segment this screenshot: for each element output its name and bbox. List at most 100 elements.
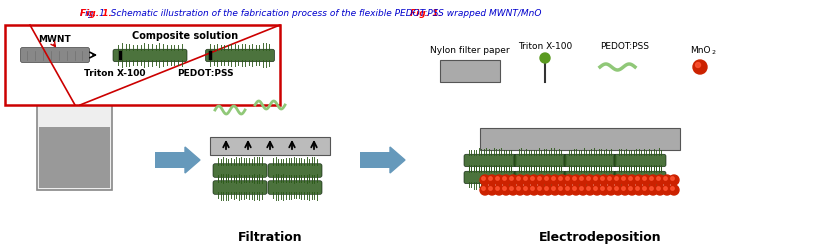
Circle shape bbox=[695, 63, 699, 68]
Circle shape bbox=[509, 177, 513, 180]
FancyBboxPatch shape bbox=[360, 152, 390, 168]
Circle shape bbox=[493, 175, 504, 185]
Circle shape bbox=[663, 177, 667, 180]
Circle shape bbox=[551, 187, 554, 190]
Circle shape bbox=[482, 187, 485, 190]
Circle shape bbox=[572, 177, 576, 180]
Circle shape bbox=[633, 175, 643, 185]
Text: Electrodeposition: Electrodeposition bbox=[538, 230, 660, 243]
Circle shape bbox=[550, 175, 559, 185]
Circle shape bbox=[663, 187, 667, 190]
Circle shape bbox=[508, 185, 518, 195]
Circle shape bbox=[495, 187, 499, 190]
Text: MWNT: MWNT bbox=[38, 35, 71, 44]
Circle shape bbox=[514, 185, 524, 195]
Text: PEDOT:PSS: PEDOT:PSS bbox=[600, 42, 649, 51]
Circle shape bbox=[516, 187, 519, 190]
Circle shape bbox=[593, 177, 596, 180]
FancyBboxPatch shape bbox=[155, 152, 185, 168]
Circle shape bbox=[536, 185, 545, 195]
Circle shape bbox=[605, 175, 615, 185]
Circle shape bbox=[628, 187, 631, 190]
Circle shape bbox=[627, 175, 636, 185]
Text: Fig. 1.: Fig. 1. bbox=[80, 9, 115, 18]
Circle shape bbox=[544, 187, 548, 190]
Circle shape bbox=[614, 177, 618, 180]
Circle shape bbox=[619, 175, 629, 185]
Circle shape bbox=[528, 185, 538, 195]
Circle shape bbox=[540, 54, 550, 64]
Circle shape bbox=[640, 175, 650, 185]
Circle shape bbox=[536, 175, 545, 185]
Circle shape bbox=[656, 187, 659, 190]
Circle shape bbox=[482, 177, 485, 180]
Circle shape bbox=[537, 177, 541, 180]
Circle shape bbox=[558, 177, 562, 180]
Circle shape bbox=[670, 187, 673, 190]
Circle shape bbox=[661, 175, 672, 185]
Text: Nylon filter paper: Nylon filter paper bbox=[430, 46, 509, 55]
Circle shape bbox=[633, 185, 643, 195]
Circle shape bbox=[558, 187, 562, 190]
FancyBboxPatch shape bbox=[206, 50, 274, 62]
FancyBboxPatch shape bbox=[213, 181, 267, 194]
Circle shape bbox=[537, 187, 541, 190]
Circle shape bbox=[509, 187, 513, 190]
Polygon shape bbox=[390, 148, 405, 173]
Circle shape bbox=[508, 175, 518, 185]
FancyBboxPatch shape bbox=[514, 155, 565, 167]
Circle shape bbox=[556, 175, 566, 185]
Circle shape bbox=[579, 177, 582, 180]
Circle shape bbox=[551, 177, 554, 180]
Circle shape bbox=[654, 175, 664, 185]
Circle shape bbox=[584, 175, 595, 185]
Circle shape bbox=[570, 175, 581, 185]
Circle shape bbox=[591, 185, 601, 195]
Circle shape bbox=[563, 185, 573, 195]
FancyBboxPatch shape bbox=[210, 138, 329, 156]
FancyBboxPatch shape bbox=[34, 91, 115, 99]
Polygon shape bbox=[185, 148, 200, 173]
FancyBboxPatch shape bbox=[268, 164, 322, 177]
Circle shape bbox=[550, 185, 559, 195]
Circle shape bbox=[523, 177, 527, 180]
Circle shape bbox=[542, 185, 552, 195]
FancyBboxPatch shape bbox=[213, 164, 267, 177]
FancyBboxPatch shape bbox=[268, 181, 322, 194]
Circle shape bbox=[502, 177, 505, 180]
Circle shape bbox=[495, 177, 499, 180]
FancyBboxPatch shape bbox=[464, 172, 515, 184]
Circle shape bbox=[661, 185, 672, 195]
Circle shape bbox=[614, 187, 618, 190]
Circle shape bbox=[523, 187, 527, 190]
Circle shape bbox=[692, 61, 706, 75]
Circle shape bbox=[516, 177, 519, 180]
Circle shape bbox=[607, 177, 610, 180]
Circle shape bbox=[514, 175, 524, 185]
Circle shape bbox=[619, 185, 629, 195]
Text: MnO: MnO bbox=[689, 46, 709, 55]
Circle shape bbox=[488, 177, 491, 180]
Text: Fig. 1.: Fig. 1. bbox=[410, 9, 445, 18]
Circle shape bbox=[565, 177, 568, 180]
Circle shape bbox=[668, 175, 678, 185]
FancyBboxPatch shape bbox=[563, 172, 615, 184]
Circle shape bbox=[502, 187, 505, 190]
Circle shape bbox=[563, 175, 573, 185]
Circle shape bbox=[556, 185, 566, 195]
Text: Triton X-100: Triton X-100 bbox=[84, 69, 146, 78]
Circle shape bbox=[656, 177, 659, 180]
FancyBboxPatch shape bbox=[464, 155, 515, 167]
Circle shape bbox=[479, 185, 490, 195]
Circle shape bbox=[649, 177, 653, 180]
Circle shape bbox=[500, 185, 510, 195]
Circle shape bbox=[528, 175, 538, 185]
Text: Composite solution: Composite solution bbox=[132, 31, 238, 41]
Circle shape bbox=[593, 187, 596, 190]
Circle shape bbox=[565, 187, 568, 190]
Circle shape bbox=[649, 187, 653, 190]
Text: Triton X-100: Triton X-100 bbox=[518, 42, 572, 51]
Circle shape bbox=[522, 185, 532, 195]
Circle shape bbox=[584, 185, 595, 195]
Circle shape bbox=[577, 175, 587, 185]
